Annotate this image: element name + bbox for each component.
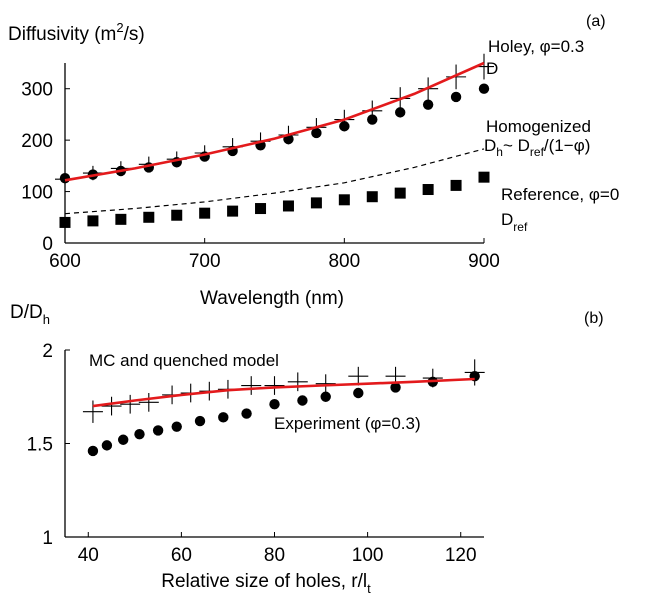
- panel-a-ylabel: Diffusivity (m2/s): [8, 20, 145, 45]
- homogenized-formula: Dh~ Dref/(1−φ): [484, 136, 590, 159]
- panel-a-reference-squares-point: [171, 209, 183, 221]
- panel-a-reference-squares-point: [227, 205, 239, 217]
- panel-a-holey-fit-red-line: [64, 61, 485, 182]
- panel-b-x-tick-label: 100: [352, 545, 384, 566]
- mc-annotation: MC and quenched model: [89, 351, 279, 370]
- panel-b-y-tick-label: 2: [42, 341, 53, 362]
- panel-a-reference-squares-point: [143, 211, 155, 223]
- panel-b-y-tick-label: 1.5: [27, 435, 53, 456]
- panel-b-experiment-circles-point: [269, 399, 280, 410]
- panel-a-x-tick-label: 900: [468, 251, 500, 272]
- panel-a-x-tick-label: 800: [328, 251, 360, 272]
- panel-a-x-tick-label: 600: [49, 251, 81, 272]
- panel-a-reference-squares-point: [255, 203, 267, 215]
- panel-a-xlabel: Wavelength (nm): [200, 288, 344, 309]
- panel-b-x-tick-label: 40: [78, 545, 99, 566]
- panel-a-experiment-circles-point: [478, 83, 490, 94]
- panel-b-experiment-circles-point: [218, 412, 229, 423]
- panel-a-reference-squares-point: [59, 216, 71, 228]
- panel-a-reference-squares-point: [478, 171, 490, 183]
- reference-formula: Dref: [501, 210, 528, 234]
- experiment-annotation: Experiment (φ=0.3): [274, 414, 421, 433]
- panel-b-experiment-circles-point: [87, 445, 99, 457]
- panel-b-experiment-circles-point: [152, 425, 164, 436]
- panel-a-label: (a): [586, 13, 606, 30]
- panel-a-reference-squares-point: [115, 213, 127, 225]
- panel-a-reference-squares-point: [366, 191, 378, 203]
- panel-b-experiment-circles-point: [194, 415, 206, 427]
- panel-a-reference-squares-point: [422, 184, 434, 196]
- panel-a-reference-squares-point: [310, 197, 322, 209]
- panel-b-experiment-circles-point: [320, 391, 331, 402]
- panel-a-homogenized-dashed-line: [64, 148, 485, 215]
- panel-a-y-tick-label: 300: [21, 80, 53, 101]
- panel-b-experiment-circles-point: [117, 434, 129, 445]
- panel-a-reference-squares-point: [282, 200, 294, 212]
- panel-a-x-tick-label: 700: [189, 251, 221, 272]
- panel-b-experiment-circles-point: [101, 440, 113, 451]
- panel-b-experiment-circles-point: [171, 421, 182, 432]
- panel-a-y-tick-label: 0: [42, 234, 53, 255]
- panel-b-x-tick-label: 60: [171, 545, 192, 566]
- panel-a-reference-squares-point: [450, 179, 462, 191]
- holey-annotation-d: D: [486, 59, 498, 78]
- panel-b-y-tick-label: 1: [42, 528, 53, 549]
- panel-b-x-tick-label: 80: [264, 545, 285, 566]
- panel-b-experiment-circles-point: [353, 387, 364, 399]
- panel-a-reference-squares-point: [199, 207, 211, 219]
- panel-a-y-tick-label: 200: [21, 131, 53, 152]
- panel-a-y-tick-label: 100: [21, 183, 53, 204]
- panel-a-reference-squares-point: [394, 187, 406, 199]
- panel-b-experiment-circles-point: [390, 382, 401, 393]
- panel-b-ylabel: D/Dh: [10, 302, 50, 327]
- panel-a-reference-squares-point: [87, 215, 99, 227]
- panel-b-x-tick-label: 120: [445, 545, 477, 566]
- panel-a-experiment-circles-point: [395, 107, 406, 118]
- homogenized-annotation: Homogenized: [486, 117, 591, 136]
- panel-b-experiment-circles-point: [241, 408, 252, 419]
- panel-a-experiment-circles-point: [422, 99, 434, 110]
- panel-b-xlabel: Relative size of holes, r/lt: [161, 571, 371, 596]
- panel-a-reference-squares-point: [338, 194, 350, 206]
- panel-b-experiment-circles-point: [297, 395, 308, 406]
- panel-b-label: (b): [584, 310, 604, 327]
- panel-b-experiment-circles-point: [134, 428, 145, 440]
- panel-b-quenched-model-red-line: [92, 377, 475, 408]
- reference-annotation: Reference, φ=0: [501, 185, 619, 204]
- holey-annotation: Holey, φ=0.3: [488, 37, 584, 56]
- panel-a-experiment-circles-point: [450, 91, 462, 103]
